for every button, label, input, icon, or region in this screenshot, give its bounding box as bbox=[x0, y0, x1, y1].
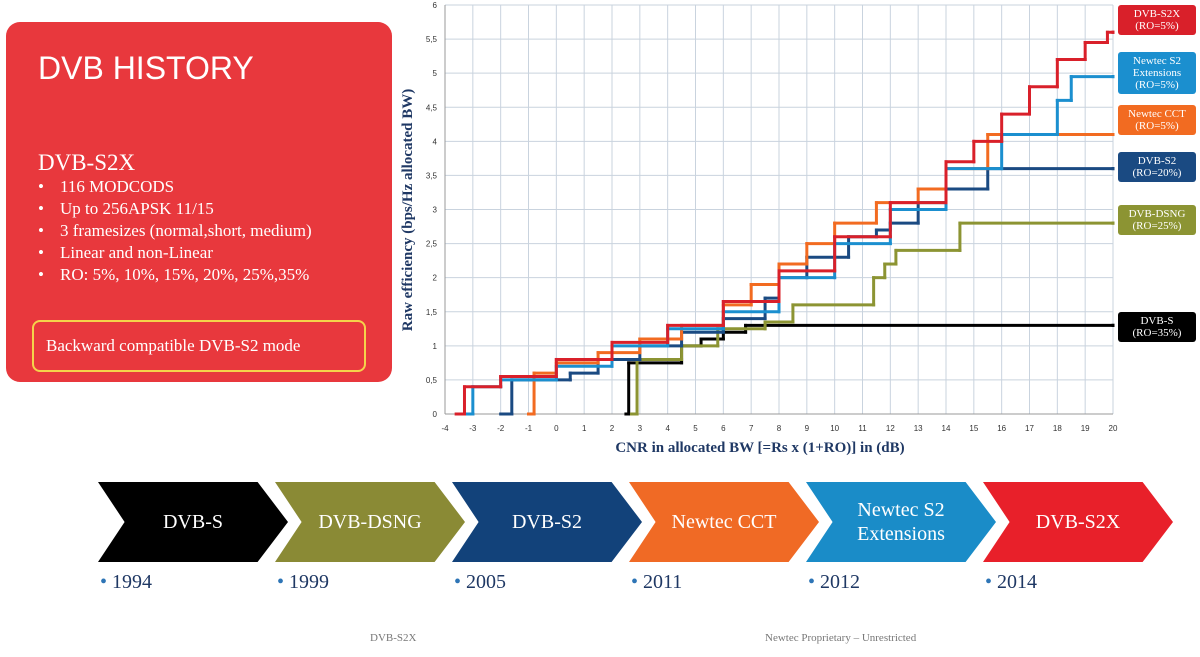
footer-right: Newtec Proprietary – Unrestricted bbox=[765, 632, 917, 644]
y-tick-label: 5 bbox=[433, 69, 438, 78]
x-tick-label: 10 bbox=[830, 424, 839, 433]
timeline-label: DVB-DSNG bbox=[318, 511, 422, 533]
legend-entry: DVB-S2 (RO=20%) bbox=[1118, 152, 1196, 182]
legend-entry: Newtec S2 Extensions (RO=5%) bbox=[1118, 52, 1196, 94]
y-tick-label: 1,5 bbox=[426, 308, 438, 317]
panel-subtitle: DVB-S2X bbox=[38, 150, 136, 175]
bullet: Up to 256APSK 11/15 bbox=[38, 198, 368, 220]
y-tick-label: 5,5 bbox=[426, 35, 438, 44]
bullet: 3 framesizes (normal,short, medium) bbox=[38, 220, 368, 242]
x-tick-label: 18 bbox=[1053, 424, 1062, 433]
timeline-chevron: Newtec CCT bbox=[629, 482, 819, 562]
x-tick-label: 14 bbox=[942, 424, 951, 433]
x-tick-label: 7 bbox=[749, 424, 754, 433]
x-tick-label: 4 bbox=[665, 424, 670, 433]
timeline-label: Newtec S2 Extensions bbox=[857, 499, 945, 545]
x-tick-label: 11 bbox=[858, 424, 867, 433]
timeline-chevron: DVB-S bbox=[98, 482, 288, 562]
info-panel: DVB HISTORY DVB-S2X 116 MODCODSUp to 256… bbox=[6, 22, 392, 382]
footer-left: DVB-S2X bbox=[370, 632, 417, 644]
timeline-year: 2014 bbox=[985, 571, 1037, 594]
panel-note: Backward compatible DVB-S2 mode bbox=[32, 320, 366, 372]
x-tick-label: -4 bbox=[441, 424, 449, 433]
timeline-year: 2012 bbox=[808, 571, 860, 594]
bullet-list: 116 MODCODSUp to 256APSK 11/153 framesiz… bbox=[38, 176, 368, 286]
legend-entry: Newtec CCT (RO=5%) bbox=[1118, 105, 1196, 135]
x-tick-label: 15 bbox=[969, 424, 978, 433]
timeline-label: Newtec CCT bbox=[671, 511, 777, 533]
y-tick-label: 4 bbox=[433, 137, 438, 146]
timeline-year: 2005 bbox=[454, 571, 506, 594]
x-tick-label: 8 bbox=[777, 424, 782, 433]
timeline-chevron: DVB-S2X bbox=[983, 482, 1173, 562]
timeline-year: 1999 bbox=[277, 571, 329, 594]
legend-entry: DVB-S2X (RO=5%) bbox=[1118, 5, 1196, 35]
legend-entry: DVB-DSNG (RO=25%) bbox=[1118, 205, 1196, 235]
timeline-chevron: DVB-S2 bbox=[452, 482, 642, 562]
timeline-chevron: Newtec S2 Extensions bbox=[806, 482, 996, 562]
x-tick-label: 16 bbox=[997, 424, 1006, 433]
chart: CNR in allocated BW [=Rs x (1+RO)] in (d… bbox=[400, 1, 1118, 456]
y-tick-label: 3 bbox=[433, 206, 438, 215]
x-tick-label: 12 bbox=[886, 424, 895, 433]
timeline-label: DVB-S bbox=[162, 511, 223, 533]
timeline-label: DVB-S2 bbox=[511, 511, 582, 533]
y-tick-label: 0 bbox=[433, 410, 438, 419]
timeline-year: 1994 bbox=[100, 571, 152, 594]
x-tick-label: -3 bbox=[469, 424, 477, 433]
x-tick-label: 19 bbox=[1081, 424, 1090, 433]
x-tick-label: -1 bbox=[525, 424, 533, 433]
y-tick-label: 6 bbox=[433, 1, 438, 10]
x-tick-label: 0 bbox=[554, 424, 559, 433]
x-tick-label: 5 bbox=[693, 424, 698, 433]
timeline-label: DVB-S2X bbox=[1035, 511, 1121, 533]
x-axis-label: CNR in allocated BW [=Rs x (1+RO)] in (d… bbox=[615, 440, 904, 456]
y-tick-label: 4,5 bbox=[426, 103, 438, 112]
timeline-year: 2011 bbox=[631, 571, 682, 594]
timeline-chevron: DVB-DSNG bbox=[275, 482, 465, 562]
x-tick-label: 3 bbox=[638, 424, 643, 433]
y-tick-label: 1 bbox=[433, 342, 438, 351]
x-tick-label: 13 bbox=[914, 424, 923, 433]
y-tick-label: 3,5 bbox=[426, 171, 438, 180]
legend-entry: DVB-S (RO=35%) bbox=[1118, 312, 1196, 342]
bullet: 116 MODCODS bbox=[38, 176, 368, 198]
y-tick-label: 0,5 bbox=[426, 376, 438, 385]
y-axis-label: Raw efficiency (bps/Hz allocated BW) bbox=[400, 89, 416, 331]
x-tick-label: 20 bbox=[1109, 424, 1118, 433]
x-tick-label: 1 bbox=[582, 424, 587, 433]
x-tick-label: 2 bbox=[610, 424, 615, 433]
bullet: RO: 5%, 10%, 15%, 20%, 25%,35% bbox=[38, 264, 368, 286]
x-tick-label: 6 bbox=[721, 424, 726, 433]
x-tick-label: 17 bbox=[1025, 424, 1034, 433]
x-tick-label: -2 bbox=[497, 424, 505, 433]
x-tick-label: 9 bbox=[805, 424, 810, 433]
panel-title: DVB HISTORY bbox=[38, 50, 254, 86]
bullet: Linear and non-Linear bbox=[38, 242, 368, 264]
y-tick-label: 2 bbox=[433, 274, 438, 283]
y-tick-label: 2,5 bbox=[426, 240, 438, 249]
